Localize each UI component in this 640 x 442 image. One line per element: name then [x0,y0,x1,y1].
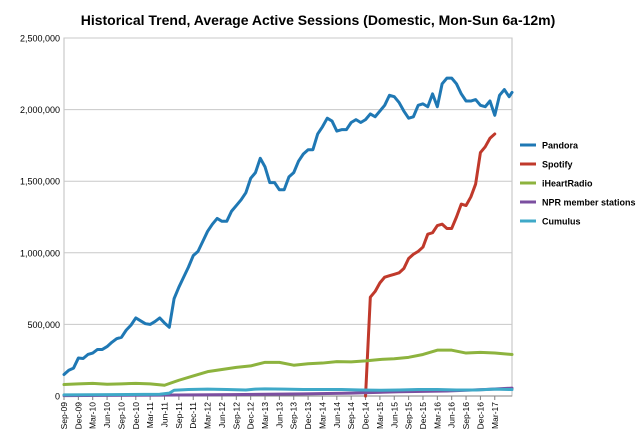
series-line-spotify [364,132,497,398]
x-tick-label: Sep-15 [404,402,414,430]
series-line-cumulus [62,387,514,397]
x-tick-label: Jun-12 [217,402,227,428]
x-tick-label: Jun-16 [447,402,457,428]
x-tick-label: Sep-13 [289,402,299,430]
legend: Pandora Spotify iHeartRadio NPR member stat… [520,141,636,227]
y-tick-label: 2,500,000 [20,34,60,44]
y-tick-label: 1,500,000 [20,177,60,187]
y-tick-label: 1,000,000 [20,248,60,258]
x-tick-label: Jun-11 [160,402,170,428]
x-tick-label: Dec-09 [73,402,83,430]
x-tick-label: Sep-14 [346,402,356,430]
x-tick-label: Jun-14 [332,402,342,428]
x-tick-label: Sep-10 [116,402,126,430]
series-line-iheartradio [62,348,514,387]
y-tick-label: 500,000 [27,320,60,330]
y-tick-label: 0 [55,392,60,402]
x-tick-label: Mar-13 [260,402,270,429]
x-tick-label: Dec-11 [188,402,198,429]
y-tick-label: 2,000,000 [20,105,60,115]
x-tick-label: Mar-12 [203,402,213,429]
x-tick-label: Sep-12 [231,402,241,430]
x-tick-label: Jun-13 [274,402,284,428]
x-tick-label: Mar-16 [432,402,442,429]
x-tick-label: Mar-15 [375,402,385,429]
x-tick-label: Jun-10 [102,402,112,428]
x-tick-label: Mar-14 [317,402,327,429]
series-line-pandora [62,76,514,377]
x-tick-label: Dec-10 [131,402,141,430]
x-tick-label: Mar-11 [145,402,155,429]
chart-title: Historical Trend, Average Active Session… [81,12,556,28]
legend-label: iHeartRadio [542,179,593,189]
legend-label: Cumulus [542,217,581,227]
x-tick-label: Mar-17 [490,402,500,429]
legend-label: NPR member stations [542,198,636,208]
x-tick-label: Dec-12 [246,402,256,430]
x-tick-label: Dec-16 [475,402,485,430]
x-tick-label: Sep-09 [59,402,69,430]
x-tick-label: Dec-15 [418,402,428,430]
x-tick-label: Dec-14 [361,402,371,430]
legend-label: Pandora [542,141,579,151]
legend-label: Spotify [542,160,573,170]
x-tick-label: Dec-13 [303,402,313,430]
x-tick-label: Sep-16 [461,402,471,430]
x-tick-label: Mar-10 [88,402,98,429]
x-tick-label: Sep-11 [174,402,184,429]
x-tick-label: Jun-15 [389,402,399,428]
series-lines [62,76,514,398]
